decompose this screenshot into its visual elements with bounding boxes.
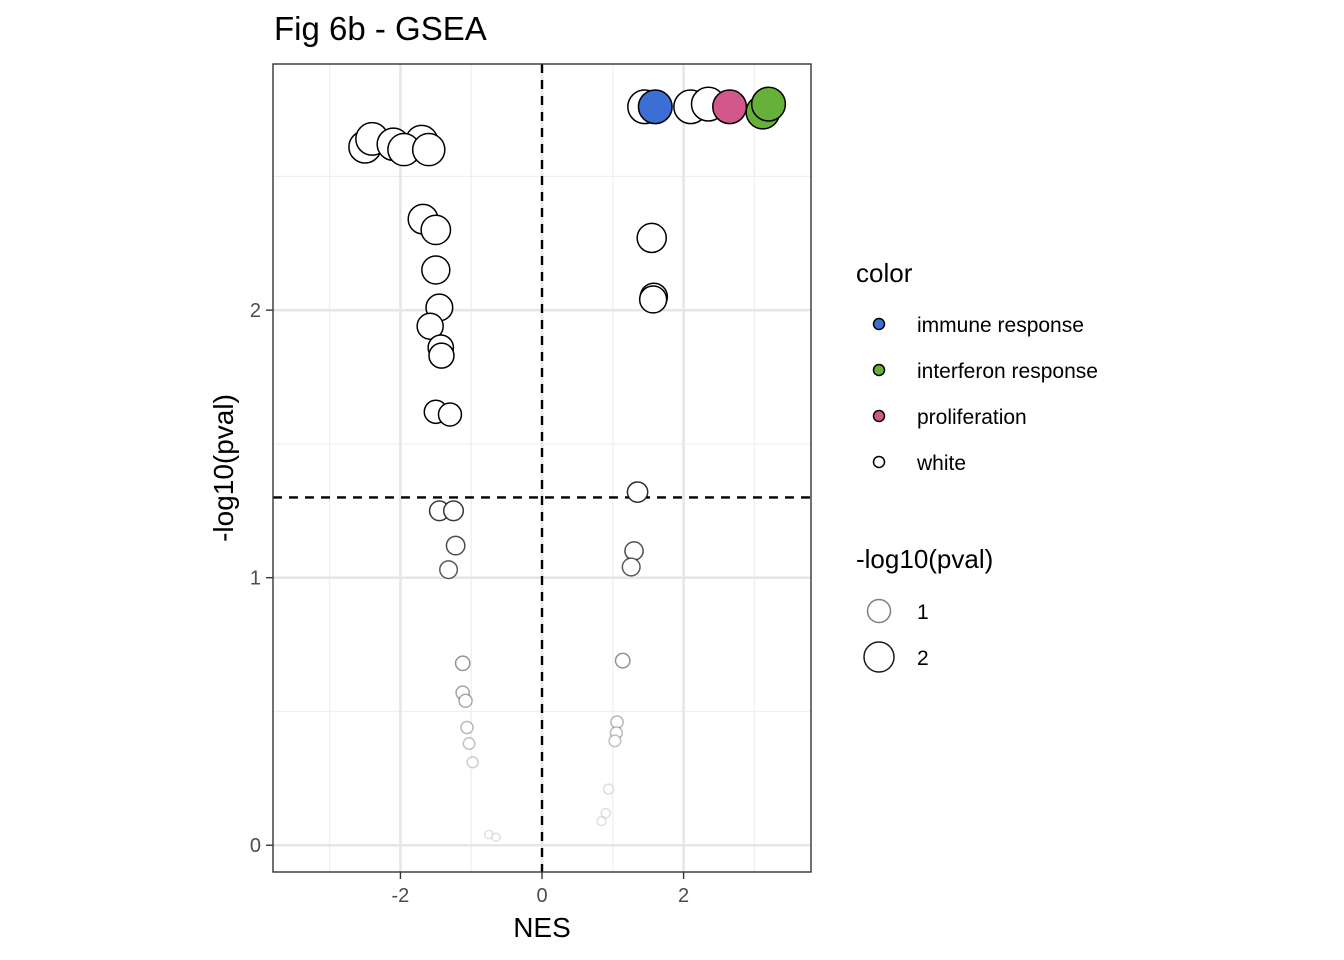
legend-label-proliferation: proliferation	[917, 406, 1027, 429]
x-tick-label: -2	[392, 885, 410, 907]
data-points	[348, 86, 787, 843]
data-point-white	[439, 560, 459, 580]
legend: color immune response interferon response…	[856, 258, 1098, 673]
data-point-white	[420, 214, 452, 246]
legend-label-interferon-response: interferon response	[917, 360, 1098, 383]
legend-size-swatch	[866, 598, 892, 624]
x-axis-title: NES	[513, 912, 571, 943]
data-point-white	[442, 500, 465, 522]
data-point-white	[636, 222, 668, 254]
data-point-white	[428, 342, 455, 369]
data-point-white	[600, 807, 612, 819]
legend-size-label: 2	[917, 647, 929, 670]
legend-size-swatch	[863, 641, 895, 673]
y-tick-label: 2	[250, 300, 261, 322]
data-point-white	[614, 652, 631, 669]
legend-swatch-white	[872, 455, 886, 469]
data-point-white	[491, 832, 501, 843]
legend-label-immune-response: immune response	[917, 314, 1084, 337]
data-point-white	[462, 737, 476, 751]
data-point-white	[638, 285, 668, 314]
data-point-white	[626, 481, 649, 503]
x-tick-label: 0	[536, 885, 547, 907]
legend-swatch-immune-response	[872, 317, 886, 331]
legend-size-title: -log10(pval)	[856, 544, 993, 574]
legend-swatch-proliferation	[872, 409, 886, 423]
data-point-white	[624, 541, 644, 561]
data-point-white	[602, 783, 615, 795]
legend-size-entries: 12	[863, 598, 929, 673]
data-point-white	[454, 655, 471, 672]
reference-lines	[273, 64, 811, 872]
legend-swatch-interferon-response	[872, 363, 886, 377]
data-point-white	[411, 132, 446, 167]
axis-ticks: -2 0 2 0 1 2	[250, 300, 689, 907]
data-point-white	[466, 756, 479, 769]
data-point-white	[608, 734, 622, 748]
data-point-immune-response	[637, 89, 673, 125]
y-tick-label: 1	[250, 568, 261, 590]
data-point-white	[621, 557, 641, 577]
legend-color-title: color	[856, 258, 913, 288]
data-point-interferon-response	[750, 86, 787, 122]
data-point-proliferation	[712, 89, 748, 125]
data-point-white	[437, 402, 463, 427]
data-point-white	[416, 312, 444, 340]
data-point-white	[460, 720, 474, 735]
data-point-white	[458, 693, 473, 709]
legend-size-label: 1	[917, 601, 929, 624]
data-point-white	[445, 535, 466, 556]
y-tick-label: 0	[250, 835, 261, 857]
x-tick-label: 2	[678, 885, 689, 907]
y-axis-title: -log10(pval)	[208, 394, 239, 542]
data-point-white	[421, 255, 451, 285]
legend-label-white: white	[916, 452, 966, 475]
data-point-white	[596, 815, 607, 827]
legend-color-entries: immune response interferon response prolif…	[872, 314, 1098, 475]
chart-title: Fig 6b - GSEA	[274, 10, 487, 47]
